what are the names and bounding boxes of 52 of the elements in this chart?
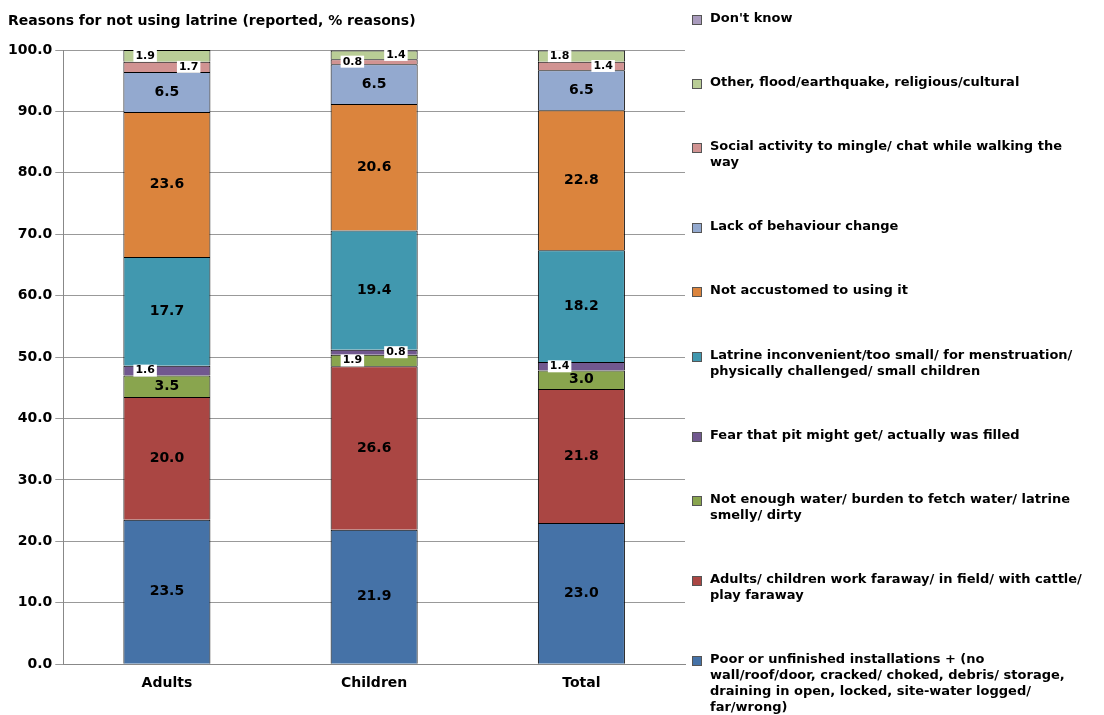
y-tick-label: 20.0 (17, 532, 53, 548)
data-label: 20.6 (356, 157, 392, 174)
legend-label: Not enough water/ burden to fetch water/ latrine smelly/ dirty (710, 490, 1071, 523)
data-label: 1.8 (549, 49, 570, 62)
data-label: 20.0 (149, 449, 185, 466)
x-tick-label: Adults (141, 674, 193, 691)
data-label: 0.8 (386, 345, 406, 359)
data-label: 19.4 (356, 280, 392, 297)
chart-title: Reasons for not using latrine (reported, % reasons) (8, 12, 416, 28)
legend-label: Don't know (710, 10, 793, 26)
data-label: 1.4 (593, 58, 614, 72)
data-label: 1.4 (549, 359, 570, 373)
data-label: 21.9 (356, 587, 392, 604)
data-label: 1.9 (135, 48, 155, 62)
legend-label: Lack of behaviour change (710, 218, 899, 235)
data-label: 3.0 (568, 370, 595, 387)
data-label: 22.8 (564, 170, 599, 187)
data-label: 23.5 (149, 582, 185, 599)
data-label: 6.5 (154, 82, 180, 99)
data-label: 6.5 (361, 74, 387, 91)
legend-label: Poor or unfinished installations + (no wall/roof/door, cracked/ choked, debris/ storage, draining in open, locked, site-water logged/ far/wrong) (710, 650, 1066, 715)
data-label: 23.6 (149, 175, 185, 192)
data-label: 1.7 (178, 59, 199, 73)
y-tick-label: 30.0 (17, 470, 53, 487)
y-tick-label: 100.0 (7, 40, 53, 57)
data-label: 1.6 (135, 363, 156, 377)
data-label: 3.5 (154, 376, 180, 393)
y-tick-label: 40.0 (17, 409, 53, 426)
data-label: 17.7 (149, 301, 185, 318)
data-label: 1.4 (386, 47, 406, 61)
data-label: 21.8 (564, 446, 599, 463)
y-tick-label: 50.0 (17, 347, 53, 364)
y-tick-label: 90.0 (17, 102, 53, 119)
legend-label: Latrine inconvenient/too small/ for menstruation/ physically challenged/ small children (710, 346, 1074, 379)
data-label: 23.0 (564, 583, 599, 600)
y-tick-label: 10.0 (17, 593, 53, 610)
data-label: 18.2 (564, 296, 599, 313)
legend-label: Not accustomed to using it (710, 282, 908, 299)
y-tick-label: 0.0 (27, 654, 53, 671)
data-label: 26.6 (356, 438, 392, 455)
data-label: 1.9 (342, 353, 363, 367)
legend-label: Other, flood/earthquake, religious/cultural (710, 74, 1020, 91)
legend-label: Fear that pit might get/ actually was filled (710, 426, 1020, 443)
legend-label: Adults/ children work faraway/ in field/ with cattle/ play faraway (710, 570, 1083, 603)
x-tick-label: Total (562, 674, 601, 691)
y-tick-label: 80.0 (17, 163, 53, 180)
y-tick-label: 60.0 (17, 286, 53, 303)
y-tick-label: 70.0 (17, 224, 53, 241)
data-label: 6.5 (568, 80, 594, 97)
x-tick-label: Children (341, 674, 408, 691)
legend-label: Social activity to mingle/ chat while walking the way (710, 138, 1063, 171)
data-label: 0.8 (342, 54, 363, 68)
